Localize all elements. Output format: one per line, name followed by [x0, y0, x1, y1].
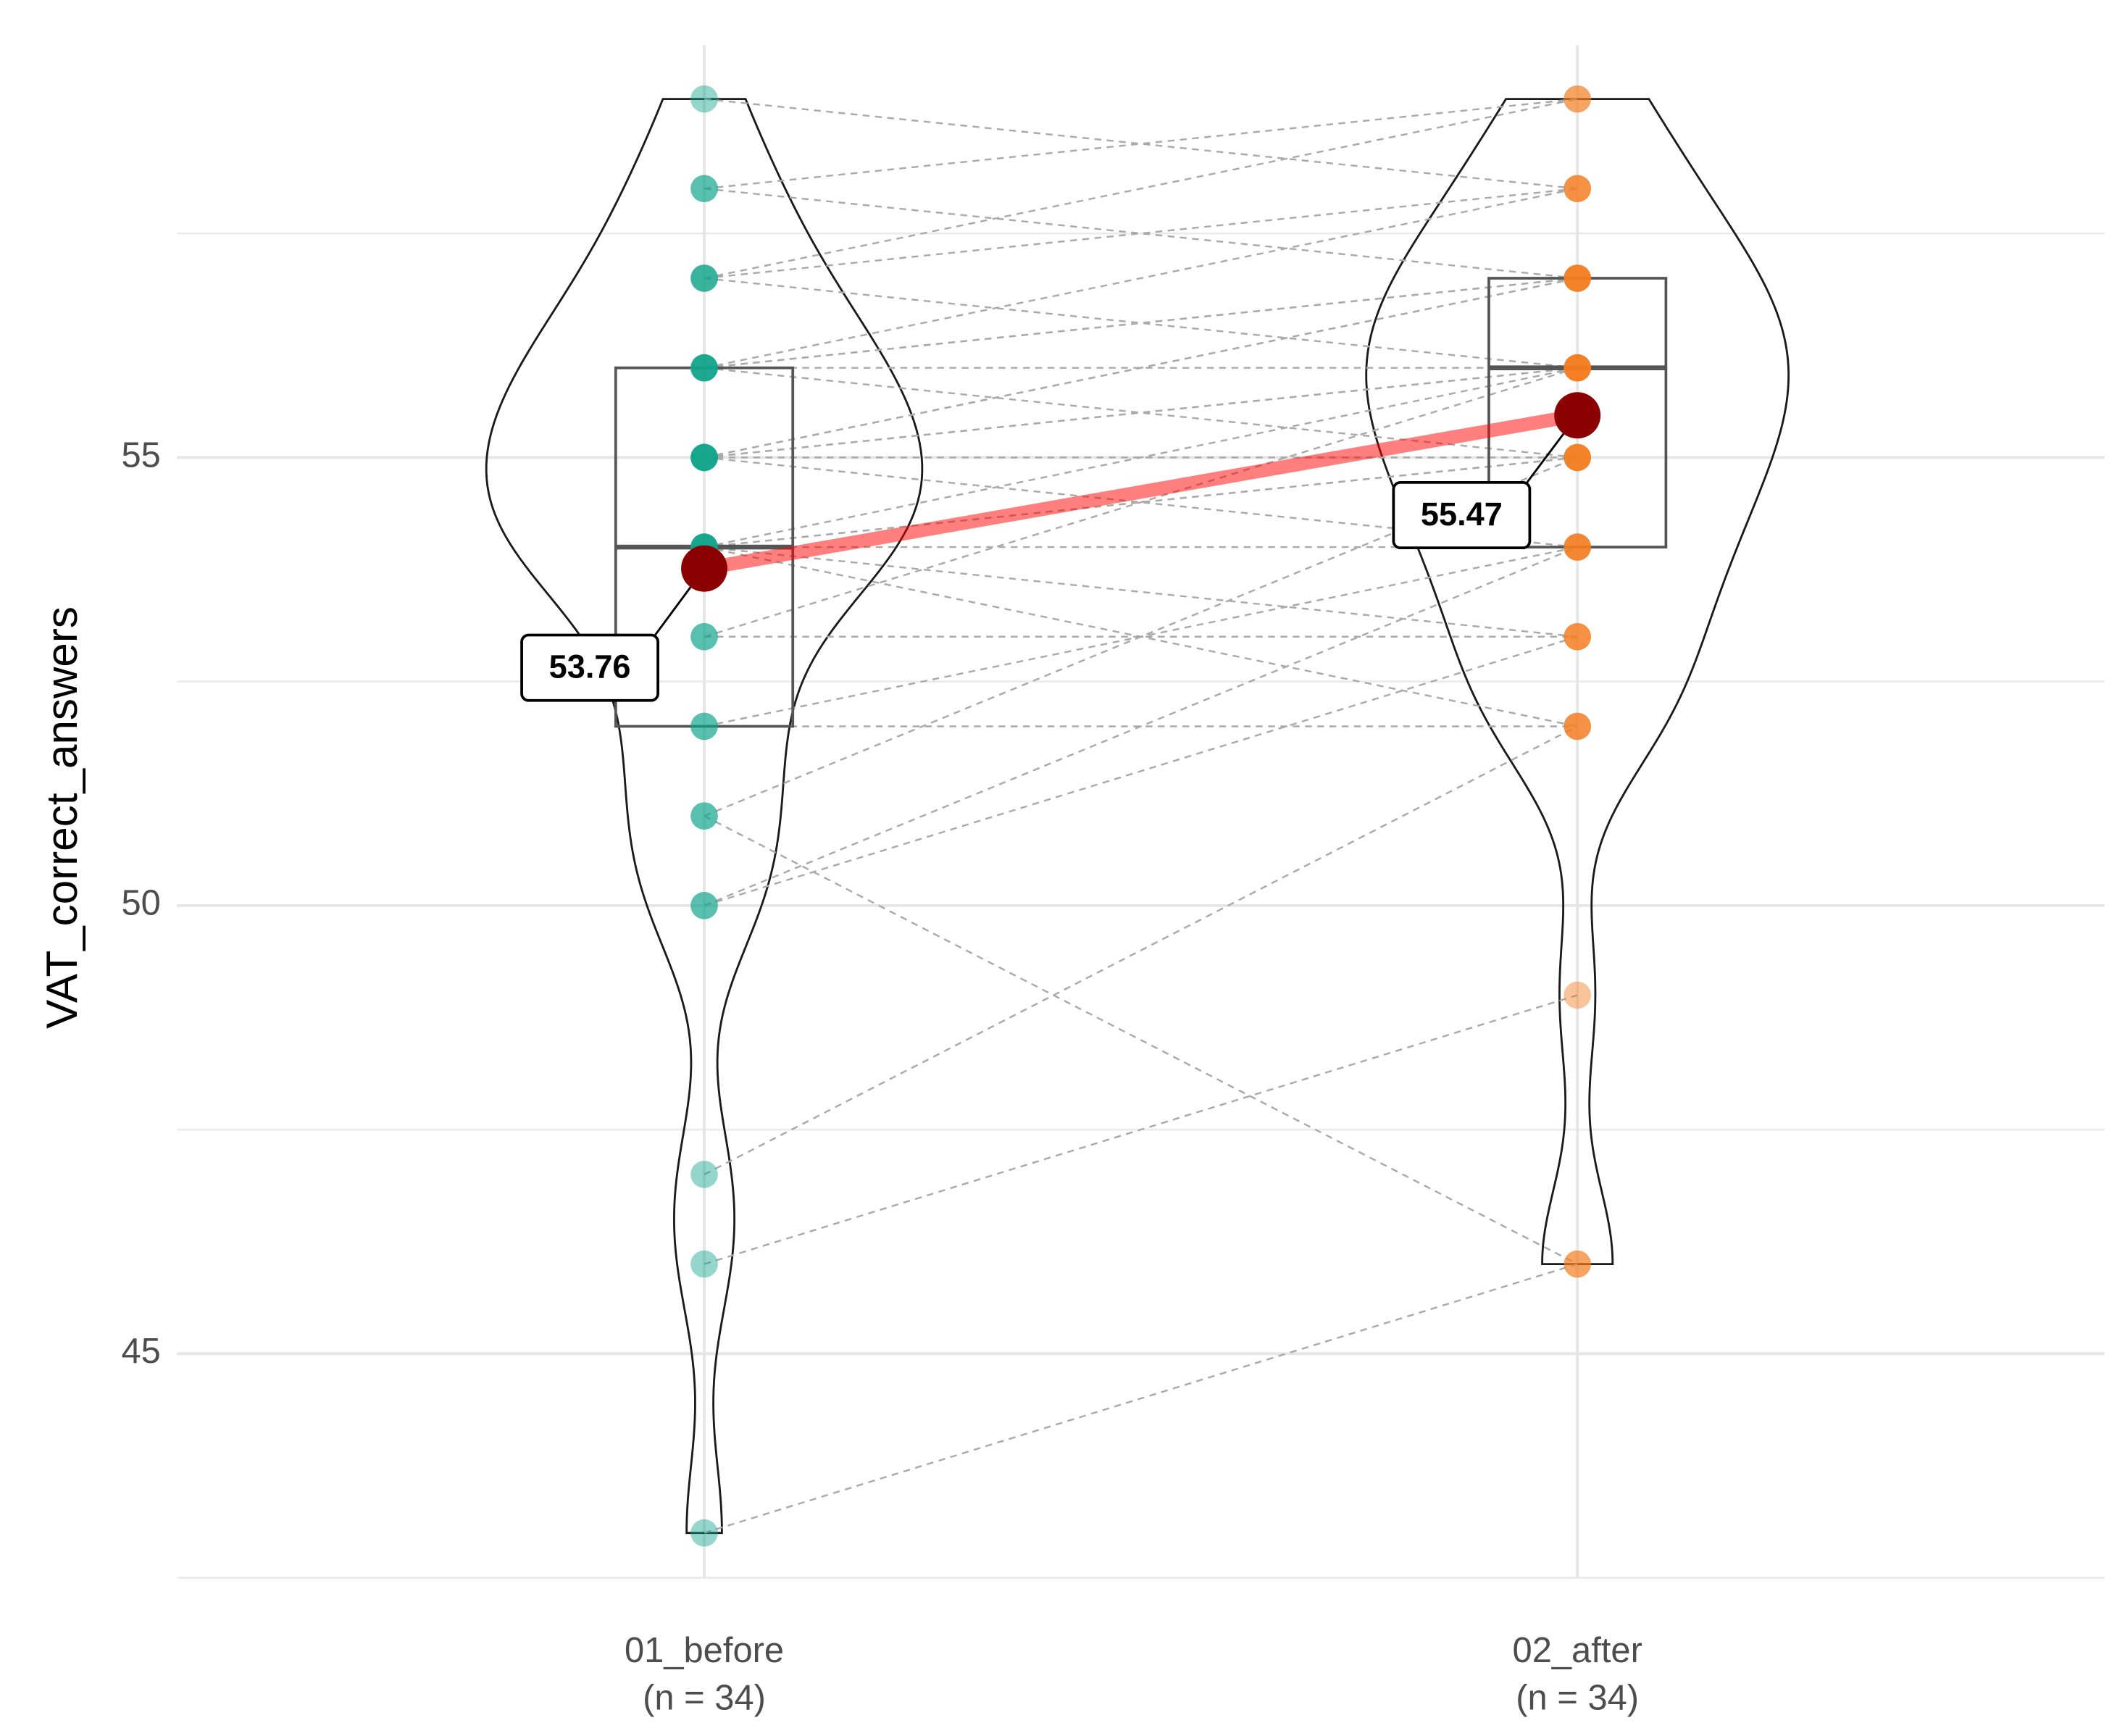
data-point	[690, 443, 718, 472]
data-point	[690, 354, 718, 382]
data-point	[1564, 443, 1591, 472]
data-point	[690, 175, 718, 203]
paired-line	[704, 725, 1578, 1176]
data-point	[690, 892, 718, 919]
data-point	[1564, 712, 1591, 740]
paired-line	[704, 188, 1578, 369]
data-point	[690, 892, 718, 919]
data-point	[690, 1161, 718, 1188]
data-point	[690, 443, 718, 472]
mean-label-box	[520, 633, 659, 702]
data-point	[690, 443, 718, 472]
paired-line	[704, 277, 1578, 459]
data-point	[690, 443, 718, 472]
paired-line	[704, 1263, 1578, 1534]
data-point	[1564, 622, 1591, 651]
paired-line	[704, 994, 1578, 1265]
data-point	[1564, 264, 1591, 292]
data-point	[690, 622, 718, 651]
x-tick-label: 01_before	[625, 1631, 784, 1670]
paired-line	[704, 635, 1578, 907]
paired-line	[704, 546, 1578, 906]
data-point	[690, 354, 718, 382]
data-point	[690, 85, 718, 113]
data-point	[690, 443, 718, 472]
data-point	[1564, 354, 1591, 382]
mean-line	[703, 408, 1579, 576]
paired-line	[704, 815, 1578, 1265]
data-point	[1564, 1250, 1591, 1278]
data-point	[1564, 712, 1591, 740]
paired-line	[704, 277, 1578, 369]
data-point	[1564, 443, 1591, 472]
y-tick-label: 50	[121, 884, 160, 923]
data-point	[1564, 443, 1591, 472]
data-point	[1564, 1250, 1591, 1278]
data-point	[1564, 533, 1591, 561]
x-tick-label: 02_after	[1513, 1631, 1642, 1670]
data-point	[1564, 712, 1591, 740]
data-point	[1564, 622, 1591, 651]
mean-point	[1554, 392, 1601, 439]
data-point	[1564, 85, 1591, 113]
paired-line	[704, 277, 1578, 369]
paired-line	[704, 367, 1578, 548]
data-point	[1564, 443, 1591, 472]
violin	[485, 98, 924, 1535]
data-point	[1564, 85, 1591, 113]
data-point	[1564, 264, 1591, 292]
data-point	[690, 264, 718, 292]
data-point	[1564, 533, 1591, 561]
data-point	[690, 1250, 718, 1278]
mean-label: 53.76	[549, 648, 631, 685]
data-point	[690, 264, 718, 292]
data-point	[1564, 533, 1591, 561]
data-point	[690, 712, 718, 740]
paired-line	[704, 98, 1578, 280]
data-point	[1564, 264, 1591, 292]
data-point	[1564, 264, 1591, 292]
data-point	[690, 802, 718, 830]
data-point	[1564, 264, 1591, 292]
violin	[1365, 98, 1790, 1266]
data-point	[690, 443, 718, 472]
data-point	[1564, 354, 1591, 382]
data-point	[1564, 981, 1591, 1009]
data-point	[690, 802, 718, 830]
data-point	[1564, 175, 1591, 203]
data-point	[690, 622, 718, 651]
x-tick-count: (n = 34)	[1516, 1679, 1639, 1718]
data-point	[1564, 622, 1591, 651]
data-point	[1564, 354, 1591, 382]
data-point	[690, 354, 718, 382]
data-point	[1564, 175, 1591, 203]
data-point	[1564, 533, 1591, 561]
data-point	[1564, 443, 1591, 472]
y-tick-label: 45	[121, 1332, 160, 1371]
y-tick-label: 55	[121, 435, 160, 475]
data-point	[1564, 354, 1591, 382]
y-axis-title: VAT_correct_answers	[38, 606, 86, 1029]
data-point	[690, 354, 718, 382]
x-tick-count: (n = 34)	[643, 1679, 766, 1718]
data-point	[690, 264, 718, 292]
mean-point	[681, 545, 727, 592]
box	[1487, 277, 1668, 548]
mean-label: 55.47	[1421, 496, 1503, 533]
data-point	[1564, 354, 1591, 382]
paired-line	[704, 277, 1578, 369]
data-point	[690, 354, 718, 382]
data-point	[690, 1519, 718, 1547]
data-point	[1564, 175, 1591, 203]
data-point	[690, 175, 718, 203]
paired-line	[704, 367, 1578, 638]
data-point	[690, 712, 718, 740]
data-point	[1564, 354, 1591, 382]
mean-label-box	[1392, 481, 1532, 550]
